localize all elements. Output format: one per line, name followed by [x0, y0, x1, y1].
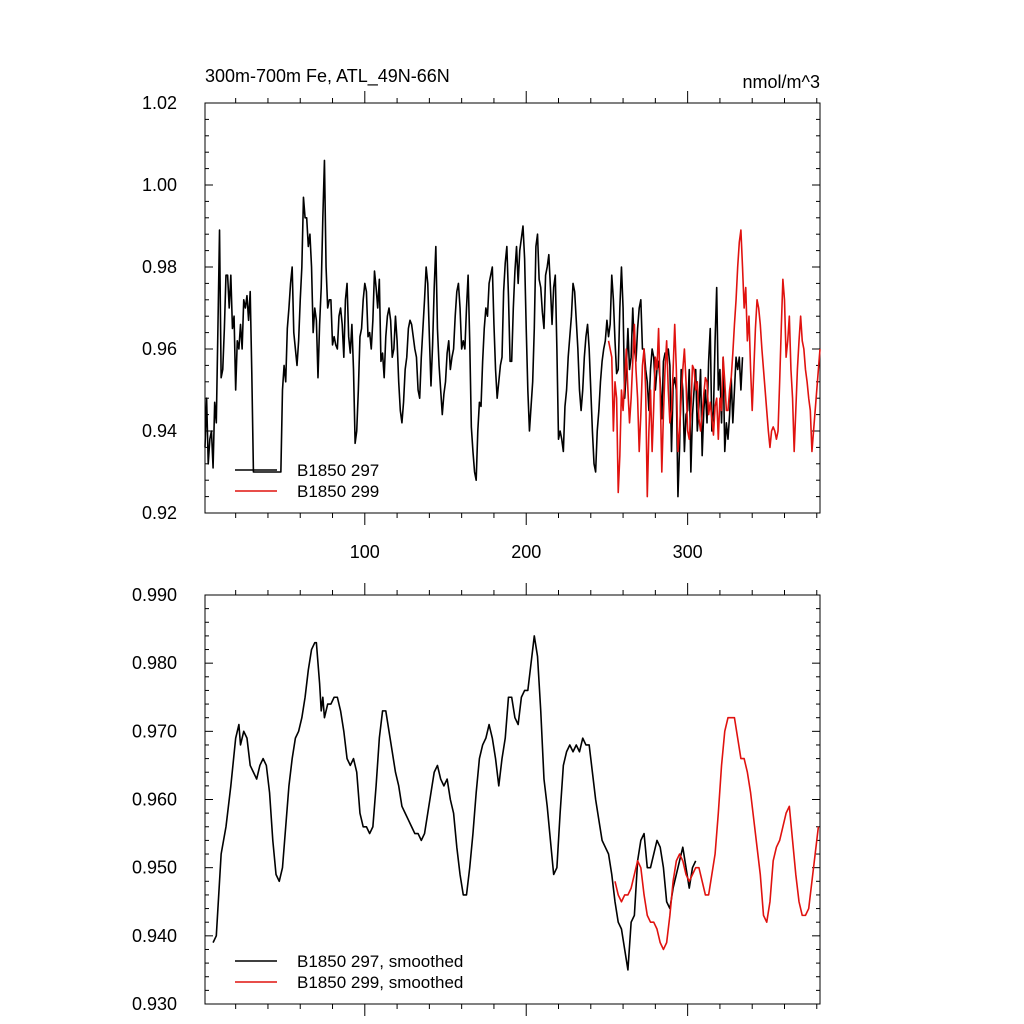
- series-line-b1850-299-smoothed: [614, 716, 820, 951]
- series-line-b1850-299: [607, 229, 821, 498]
- top-plot-frame: [204, 102, 821, 514]
- x-tick-label: 200: [511, 542, 541, 562]
- legend-label-297: B1850 297: [297, 461, 379, 480]
- y-tick-label: 0.92: [142, 503, 177, 523]
- y-tick-label: 1.02: [142, 93, 177, 113]
- bottom-legend: B1850 297, smoothed B1850 299, smoothed: [235, 952, 463, 992]
- y-tick-label: 0.930: [132, 994, 177, 1014]
- bottom-axis-ticks: 0.930 0.940 0.950 0.960 0.970 0.980 0.990: [132, 583, 820, 1016]
- bottom-series-lines: [212, 635, 820, 971]
- y-tick-label: 0.94: [142, 421, 177, 441]
- y-tick-label: 0.990: [132, 585, 177, 605]
- chart-title: 300m-700m Fe, ATL_49N-66N: [205, 66, 450, 87]
- y-tick-label: 0.960: [132, 790, 177, 810]
- top-axis-ticks: 0.92 0.94 0.96 0.98 1.00 1.02 100 200 300: [142, 91, 820, 562]
- y-tick-label: 1.00: [142, 175, 177, 195]
- y-tick-label: 0.96: [142, 339, 177, 359]
- y-tick-label: 0.980: [132, 653, 177, 673]
- y-tick-label: 0.950: [132, 858, 177, 878]
- legend-label-299-smoothed: B1850 299, smoothed: [297, 973, 463, 992]
- panel-top-raw: 300m-700m Fe, ATL_49N-66N nmol/m^3 0.920…: [142, 66, 821, 562]
- series-line-b1850-297: [204, 159, 744, 498]
- top-legend: B1850 297 B1850 299: [235, 461, 379, 501]
- y-tick-label: 0.970: [132, 721, 177, 741]
- x-tick-label: 100: [350, 542, 380, 562]
- legend-label-297-smoothed: B1850 297, smoothed: [297, 952, 463, 971]
- y-tick-label: 0.940: [132, 926, 177, 946]
- legend-label-299: B1850 299: [297, 482, 379, 501]
- top-series-lines: [204, 159, 821, 498]
- series-line-b1850-297-smoothed: [212, 635, 697, 971]
- y-tick-label: 0.98: [142, 257, 177, 277]
- panel-bottom-smoothed: 0.930 0.940 0.950 0.960 0.970 0.980 0.990 B185…: [132, 583, 821, 1016]
- bottom-plot-frame: [204, 594, 821, 1005]
- units-label: nmol/m^3: [743, 72, 820, 92]
- x-tick-label: 300: [673, 542, 703, 562]
